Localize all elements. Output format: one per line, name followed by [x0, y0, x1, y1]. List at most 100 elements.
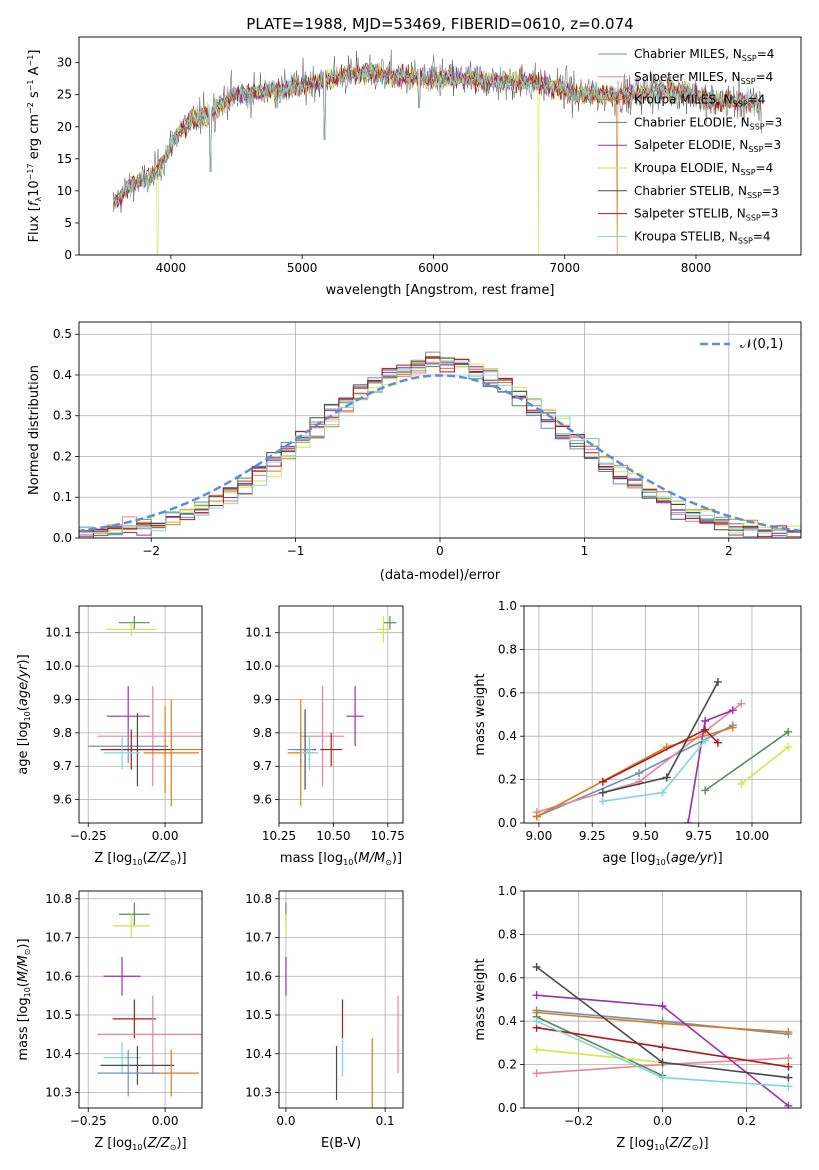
spectrum-axes: 4000 5000 6000 7000 8000 0 5 10 15 20 25 30 waveleng…	[26, 36, 802, 298]
label-part: (	[16, 706, 31, 711]
label-part: Z/Z	[147, 851, 171, 866]
label-part: =4	[753, 229, 771, 243]
label-part: )]	[392, 851, 402, 866]
legend-entry: Salpeter ELODIE, NSSP=3	[634, 138, 781, 154]
y-tick-label: 10.7	[245, 931, 272, 945]
label-part: Chabrier ELODIE, N	[634, 115, 750, 129]
error-bar-point	[97, 995, 202, 1074]
y-tick-label: 10.8	[245, 892, 272, 906]
weight-marker	[701, 786, 710, 795]
error-bar-point	[97, 1049, 159, 1097]
x-axis-label: Z [log10(Z/Z⊙)]	[94, 1136, 186, 1152]
spectrum-plot-area	[112, 49, 762, 255]
y-tick-label: 0.8	[498, 927, 517, 941]
x-axis-label: Z [log10(Z/Z⊙)]	[616, 1136, 708, 1152]
x-tick-label: 0.00	[152, 829, 179, 843]
age_vs_Z-axes: −0.25 0.009.69.79.89.910.010.1Z [log10(Z/…	[16, 605, 203, 867]
axes-frame	[523, 890, 802, 1109]
label-part: A	[27, 66, 42, 79]
y-tick-label: 0.6	[498, 971, 517, 985]
spectrum-line	[112, 62, 762, 207]
y-axis-label: Flux [fλ10−17 erg cm−2 s−1 A−1]	[26, 50, 43, 243]
error-bar-point	[300, 686, 345, 787]
y-tick-label: 0.0	[498, 816, 517, 830]
y-tick-label: 9.6	[253, 793, 272, 807]
x-tick-label: −0.2	[564, 1114, 593, 1128]
x-tick-label: 0	[436, 544, 444, 558]
label-part: (	[142, 851, 147, 866]
y-axis-label: age [log10(age/yr)]	[16, 654, 32, 774]
label-part: M/M	[358, 851, 385, 866]
histogram-series	[79, 360, 801, 538]
spectrum-panel: 4000 5000 6000 7000 8000 0 5 10 15 20 25 30 waveleng…	[26, 36, 802, 298]
mass_vs_Z-plot-area	[97, 902, 202, 1097]
x-tick-label: 0.2	[737, 1114, 756, 1128]
error-bar-point	[103, 1042, 141, 1074]
x-tick-label: 9.50	[632, 829, 659, 843]
weight_vs_Z-axes: −0.2 0.0 0.2 0.0 0.2 0.4 0.6 0.8 1.0 mass weight Z…	[473, 884, 802, 1152]
y-tick-label: 0.0	[53, 531, 72, 545]
weight-marker	[713, 677, 722, 686]
y-tick-label: 9.7	[53, 759, 72, 773]
y-tick-label: 9.9	[53, 692, 72, 706]
age_vs_Z-grid	[79, 606, 202, 823]
label-part: age/yr	[16, 663, 31, 706]
label-part: Z/Z	[147, 1136, 171, 1151]
legend-entry: Salpeter MILES, NSSP=4	[634, 70, 773, 86]
weight_vs_Z-panel: −0.2 0.0 0.2 0.0 0.2 0.4 0.6 0.8 1.0 mass weight Z…	[473, 884, 802, 1152]
label-part: (	[664, 1136, 669, 1151]
y-tick-label: 1.0	[498, 599, 517, 613]
label-part: (	[142, 1136, 147, 1151]
label-part: −17	[26, 163, 35, 180]
y-tick-label: 1.0	[498, 884, 517, 898]
age_vs_Z-panel: −0.25 0.009.69.79.89.910.010.1Z [log10(Z/…	[16, 605, 203, 867]
weight-marker	[598, 797, 607, 806]
mass_vs_ebv-axes: 0.0 0.1 10.3 10.4 10.5 10.6 10.7 10.8 E(B-V)	[245, 890, 404, 1151]
y-tick-label: 10.7	[45, 931, 72, 945]
weight-marker	[784, 1054, 793, 1063]
label-part: 10	[27, 180, 42, 197]
label-part: SSP	[747, 191, 762, 200]
x-tick-label: −2	[142, 544, 160, 558]
normal-reference-curve	[79, 374, 801, 533]
x-axis-label: (data-model)/error	[380, 568, 501, 583]
label-part: )]	[16, 938, 31, 948]
label-part: age/yr	[671, 851, 714, 866]
label-part: 10	[132, 1143, 142, 1152]
error-bar-point	[106, 622, 156, 637]
label-part: ⊙	[692, 1143, 699, 1152]
axes-frame	[78, 321, 802, 539]
error-bar-point	[88, 729, 169, 763]
mass_vs_Z-grid	[79, 891, 202, 1108]
age_vs_mass-grid	[278, 606, 403, 823]
label-part: =3	[761, 207, 779, 221]
age_vs_mass-plot-area	[287, 616, 397, 807]
mass_vs_ebv-grid	[279, 891, 403, 1108]
label-part: (	[16, 982, 31, 987]
x-tick-label: −0.25	[70, 829, 107, 843]
y-tick-label: 10.3	[245, 1086, 272, 1100]
y-tick-label: 10.1	[245, 626, 272, 640]
label-part: mass weight	[473, 958, 488, 1040]
label-part: erg cm	[27, 114, 42, 163]
weight-marker	[532, 1069, 541, 1078]
y-tick-label: 0.6	[498, 686, 517, 700]
error-bar-point	[300, 736, 319, 770]
x-axis-label: wavelength [Angstrom, rest frame]	[326, 283, 555, 298]
weight-marker	[658, 788, 667, 797]
weight-marker	[658, 1073, 667, 1082]
y-tick-label: 9.6	[53, 793, 72, 807]
y-tick-label: 10.3	[45, 1086, 72, 1100]
label-part: =4	[748, 93, 766, 107]
label-part: Z [log	[616, 1136, 654, 1151]
weight-marker	[784, 743, 793, 752]
y-tick-label: 0.2	[498, 1058, 517, 1072]
x-tick-label: 10.75	[371, 829, 405, 843]
weight-marker	[658, 1002, 667, 1011]
weight-marker	[658, 1019, 667, 1028]
weight-marker	[713, 738, 722, 747]
label-part: =3	[765, 115, 783, 129]
x-tick-label: 9.25	[579, 829, 606, 843]
